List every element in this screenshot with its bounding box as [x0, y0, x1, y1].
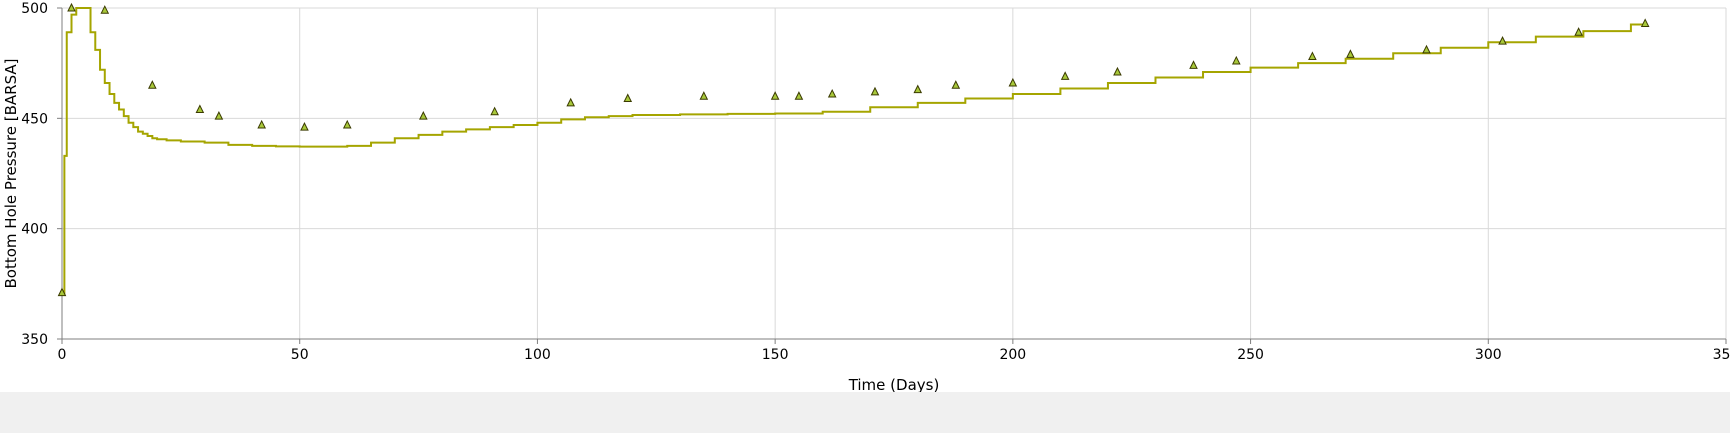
observed-pressure-marker — [1346, 49, 1355, 58]
observed-pressure-marker — [623, 93, 633, 102]
observed-pressure-marker — [827, 88, 837, 98]
y-tick-label: 500 — [21, 1, 48, 17]
observed-pressure-marker — [57, 287, 67, 297]
observed-pressure-marker — [419, 111, 428, 120]
axes — [57, 7, 1727, 344]
observed-pressure-marker — [1308, 51, 1317, 61]
series — [57, 2, 1650, 297]
observed-pressure-marker — [148, 80, 157, 89]
observed-pressure-marker — [490, 106, 499, 116]
observed-pressure-marker — [1008, 77, 1018, 87]
x-tick-label: 150 — [762, 347, 789, 363]
observed-pressure-marker — [195, 104, 205, 114]
y-tick-label: 400 — [21, 222, 48, 238]
observed-pressure-marker — [342, 119, 352, 129]
observed-pressure-marker — [100, 5, 110, 14]
x-tick-label: 350 — [1713, 347, 1730, 363]
observed-pressure-marker — [770, 91, 780, 100]
observed-pressure-marker — [1189, 60, 1198, 69]
observed-pressure-marker — [257, 119, 266, 129]
bottom-hole-pressure-chart: 0 50 100 150 200 250 300 350 350 400 450 500 Time (… — [2, 1, 1730, 392]
y-tick-label: 350 — [21, 332, 48, 348]
simulated-pressure-line — [62, 7, 1647, 296]
x-tick-label: 100 — [524, 347, 551, 363]
y-tick-label: 450 — [21, 111, 48, 127]
observed-pressure-marker — [913, 84, 923, 94]
observed-pressure-marker — [1060, 71, 1070, 80]
plot-panel: 0 50 100 150 200 250 300 350 350 400 450 500 Time (… — [0, 0, 1730, 392]
observed-pressure-marker — [794, 91, 804, 100]
x-tick-label: 200 — [999, 347, 1026, 363]
bottom-bar — [0, 392, 1730, 433]
tick-labels: 0 50 100 150 200 250 300 350 350 400 450 500 — [21, 1, 1730, 363]
observed-pressure-marker — [67, 2, 76, 12]
observed-pressure-marker — [1574, 27, 1583, 36]
x-tick-label: 50 — [291, 347, 309, 363]
observed-pressure-marker — [214, 111, 224, 120]
observed-pressure-marker — [1231, 55, 1241, 65]
observed-pressure-marker — [1113, 66, 1122, 76]
observed-pressure-marker — [1422, 44, 1431, 54]
x-tick-label: 0 — [58, 347, 67, 363]
observed-pressure-marker — [566, 97, 576, 107]
observed-pressure-marker — [1640, 18, 1650, 27]
y-axis-title: Bottom Hole Pressure [BARSA] — [2, 59, 20, 289]
observed-pressure-marker — [699, 91, 709, 100]
observed-pressure-marker — [870, 86, 880, 96]
observed-pressure-marker — [951, 80, 961, 89]
x-tick-label: 300 — [1475, 347, 1502, 363]
x-axis-title: Time (Days) — [848, 376, 940, 392]
grid-lines — [62, 7, 1727, 340]
x-tick-label: 250 — [1237, 347, 1264, 363]
observed-pressure-marker — [300, 122, 309, 131]
observed-pressure-marker — [1498, 35, 1507, 45]
